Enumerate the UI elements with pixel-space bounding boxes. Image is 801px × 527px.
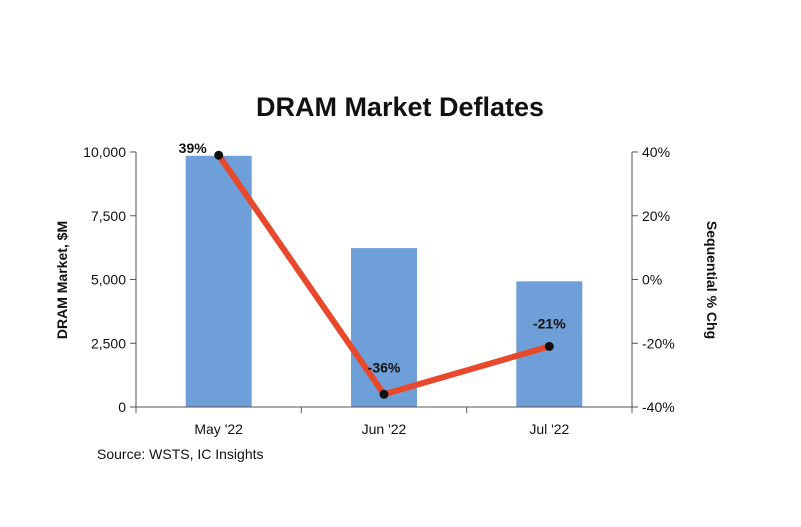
y-right-axis-title: Sequential % Chg (704, 221, 720, 339)
chart-title: DRAM Market Deflates (256, 92, 544, 122)
data-label: -21% (533, 315, 566, 331)
x-tick-label: Jul '22 (529, 421, 569, 437)
line-point (544, 341, 554, 351)
y-left-axis-title: DRAM Market, $M (54, 221, 70, 339)
y-right-tick-label: -40% (642, 399, 675, 415)
y-right-tick-label: 40% (642, 144, 670, 160)
y-left-tick-label: 2,500 (91, 335, 126, 351)
bar (351, 248, 417, 407)
line-point (214, 150, 224, 160)
y-left-tick-label: 10,000 (83, 144, 126, 160)
line-series: 39% -36% -21% (179, 140, 566, 399)
axes: 0 2,500 5,000 7,500 10,000 -40% -20% 0% 20% 40% Ma… (83, 144, 675, 437)
y-left-tick-label: 0 (118, 399, 126, 415)
y-left-tick-label: 7,500 (91, 208, 126, 224)
x-tick-label: Jun '22 (362, 421, 407, 437)
line-point (379, 389, 389, 399)
data-label: -36% (368, 359, 401, 375)
y-right-tick-label: 0% (642, 272, 662, 288)
bar-series (185, 155, 583, 407)
bar (185, 155, 252, 407)
y-right-tick-label: 20% (642, 208, 670, 224)
x-tick-label: May '22 (194, 421, 243, 437)
y-left-tick-label: 5,000 (91, 272, 126, 288)
y-right-tick-label: -20% (642, 335, 675, 351)
data-label: 39% (179, 140, 208, 156)
source-note: Source: WSTS, IC Insights (97, 446, 264, 462)
